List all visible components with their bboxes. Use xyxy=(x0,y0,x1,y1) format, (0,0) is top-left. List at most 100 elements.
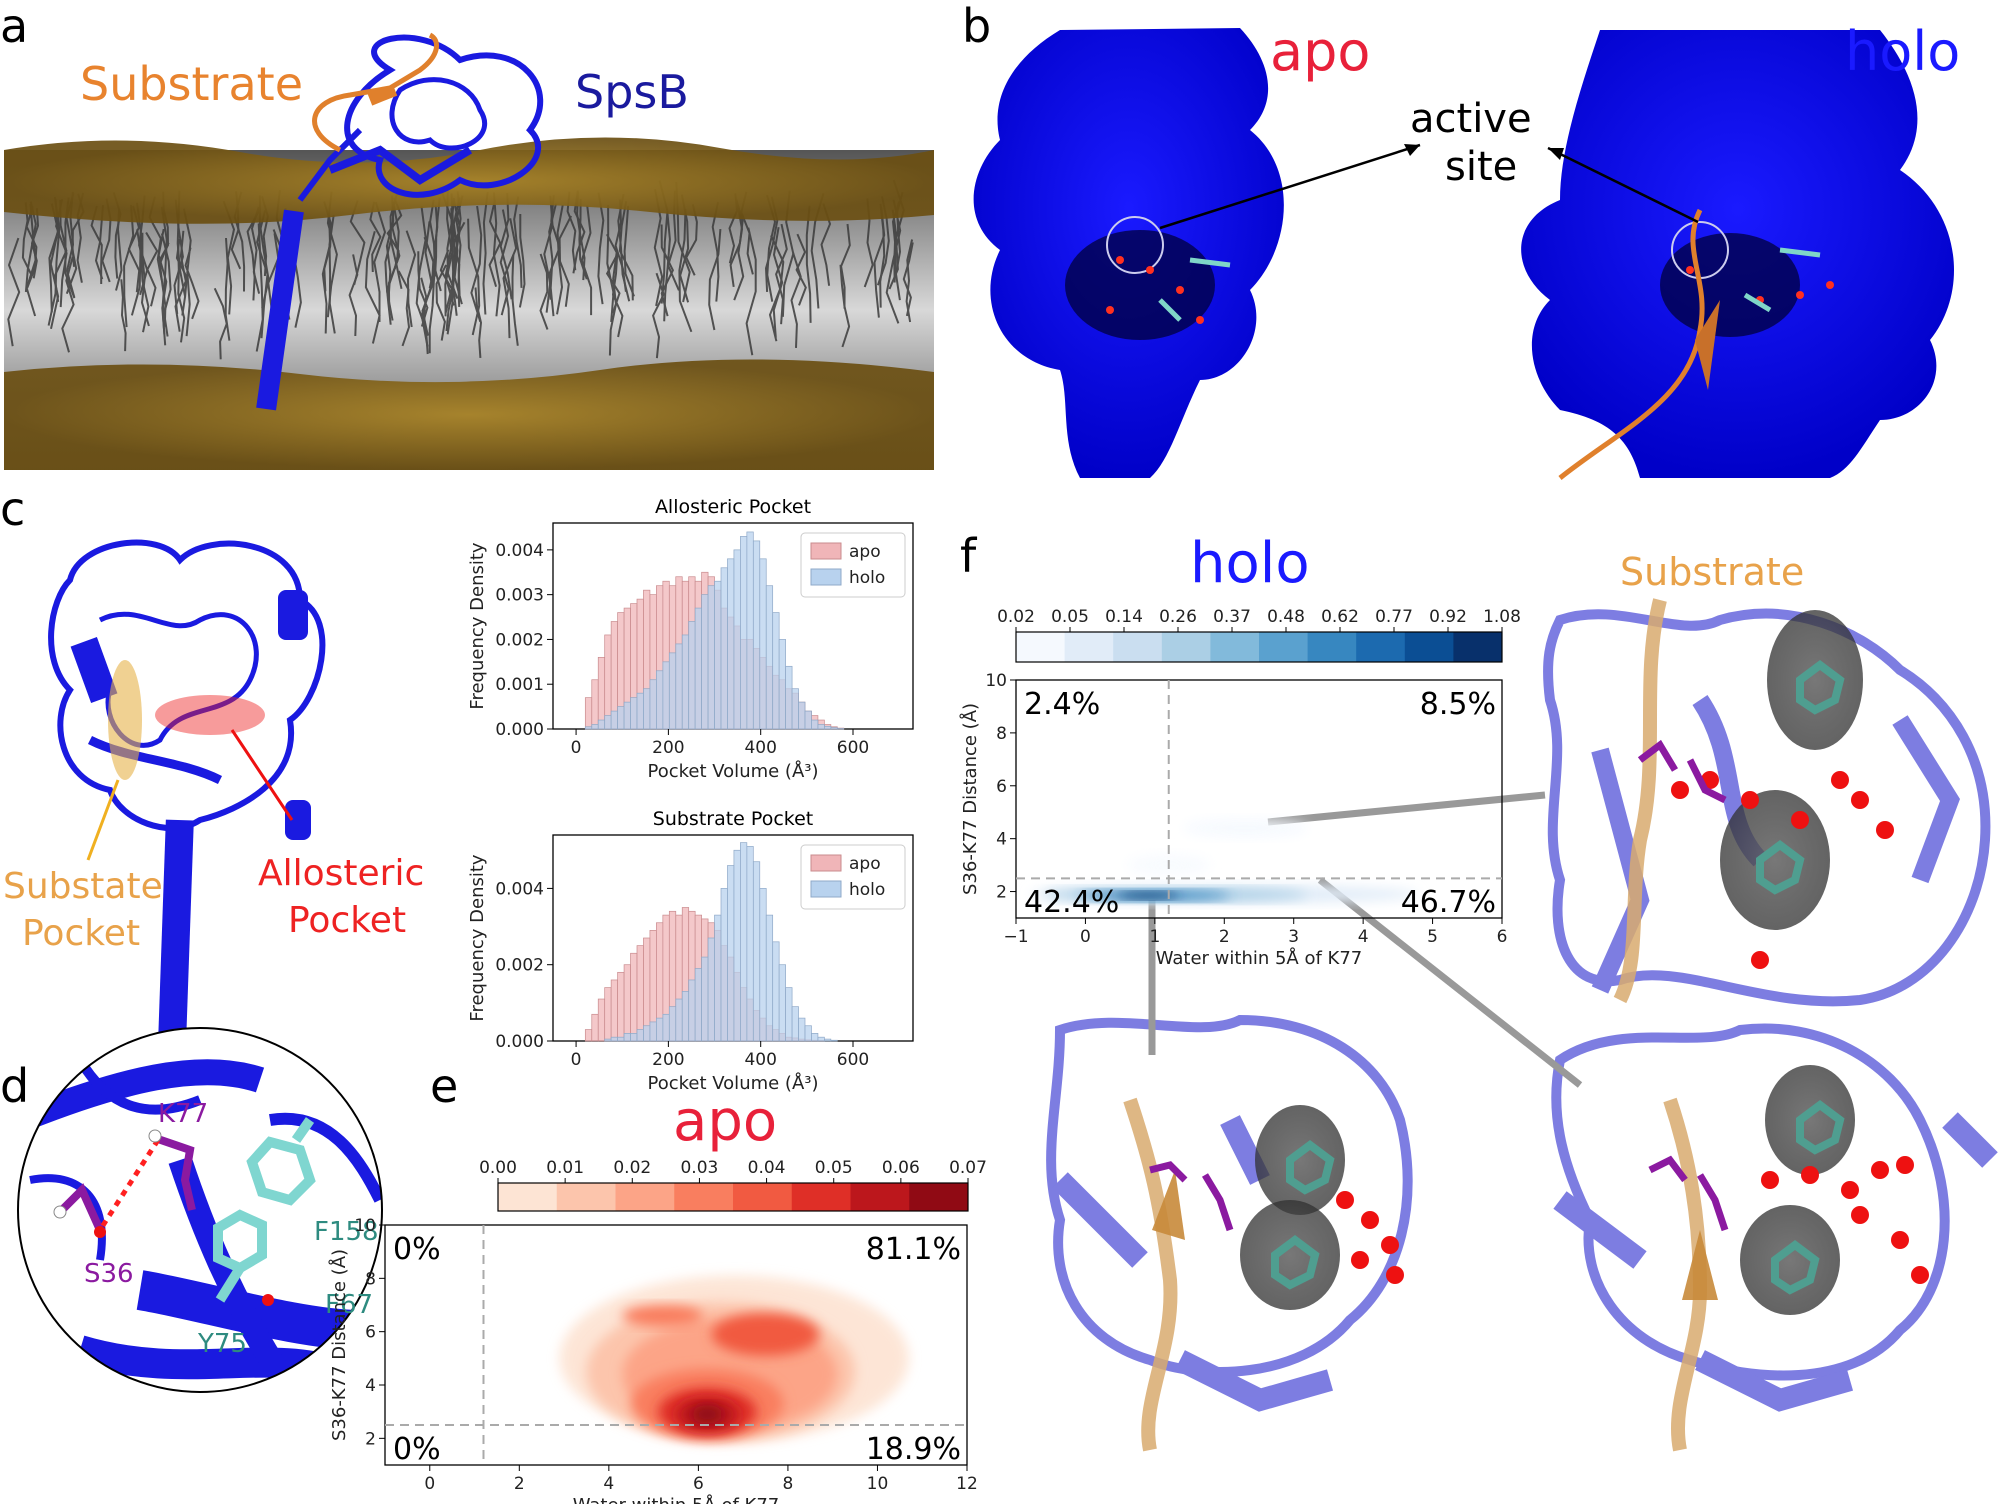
colorbar-tick-label: 0.62 xyxy=(1321,607,1359,627)
histogram-bar-holo xyxy=(747,846,753,1041)
histogram-bar-holo xyxy=(760,559,766,729)
y-tick-label: 4 xyxy=(365,1376,376,1396)
y-tick-label: 0.004 xyxy=(495,879,544,899)
colorbar-tick-label: 0.04 xyxy=(748,1158,786,1178)
x-tick-label: 10 xyxy=(867,1474,889,1494)
histogram-bar-holo xyxy=(721,888,727,1041)
holo-label: holo xyxy=(1845,20,1960,83)
apo-kde-title: apo xyxy=(673,1089,777,1154)
quadrant-bottom-right: 18.9% xyxy=(866,1432,961,1467)
histogram-bar-holo xyxy=(811,1033,817,1041)
histogram-bar-holo xyxy=(766,586,772,729)
panel-c-label: c xyxy=(0,482,25,536)
histogram-bar-holo xyxy=(740,843,746,1041)
chart-title: Substrate Pocket xyxy=(653,808,813,830)
histogram-bar-holo xyxy=(689,622,695,729)
colorbar-tick-label: 0.48 xyxy=(1267,607,1305,627)
colorbar-segment xyxy=(1113,632,1162,662)
y-axis-label: S36-K77 Distance (Å) xyxy=(328,1249,350,1441)
colorbar-segment xyxy=(1210,632,1259,662)
colorbar-tick-label: 0.05 xyxy=(1051,607,1089,627)
panel-d: d K77 S36 F158 xyxy=(0,1028,382,1392)
histogram-bar-holo xyxy=(786,666,792,729)
quadrant-bottom-left: 42.4% xyxy=(1024,885,1119,920)
colorbar-segment xyxy=(1016,632,1065,662)
y-tick-label: 2 xyxy=(996,883,1007,903)
legend-label-holo: holo xyxy=(849,568,885,588)
y-tick-label: 2 xyxy=(365,1429,376,1449)
colorbar-tick-label: 0.77 xyxy=(1375,607,1413,627)
colorbar-segment xyxy=(851,1183,910,1211)
quadrant-bottom-left: 0% xyxy=(393,1432,441,1467)
histogram-bar-holo xyxy=(637,693,643,729)
histogram-bar-apo xyxy=(637,946,643,1041)
histogram-bar-holo xyxy=(760,888,766,1041)
panel-d-label: d xyxy=(0,1059,29,1113)
panel-e-label: e xyxy=(430,1059,458,1113)
x-tick-label: 6 xyxy=(1497,927,1508,947)
histogram-bar-holo xyxy=(753,862,759,1041)
histogram-bar-holo xyxy=(702,595,708,729)
x-tick-label: 5 xyxy=(1427,927,1438,947)
pocket-structure-image xyxy=(51,543,322,1041)
histogram-bar-holo xyxy=(779,639,785,729)
histogram-bar-apo xyxy=(631,953,637,1041)
panel-c: c Substate Pocket Allosteric Pocket xyxy=(0,482,424,1040)
histogram-bar-holo xyxy=(811,720,817,729)
histogram-bar-holo xyxy=(779,965,785,1041)
y-tick-label: 0.002 xyxy=(495,630,544,650)
y-tick-label: 8 xyxy=(996,724,1007,744)
histogram-bar-apo xyxy=(598,657,604,729)
colorbar-segment xyxy=(557,1183,616,1211)
histogram-bar-holo xyxy=(605,716,611,729)
histogram-bar-holo xyxy=(702,957,708,1041)
histogram-bar-holo xyxy=(727,559,733,729)
colorbar-segment xyxy=(1308,632,1357,662)
histogram-bar-holo xyxy=(695,608,701,729)
colorbar-segment xyxy=(1259,632,1308,662)
holo-surface-image xyxy=(1521,30,1954,478)
x-tick-label: 600 xyxy=(837,738,869,758)
allosteric-pocket-label-line1: Allosteric xyxy=(258,853,424,894)
x-tick-label: 0 xyxy=(1080,927,1091,947)
histogram-bar-holo xyxy=(831,1040,837,1041)
histogram-bar-apo xyxy=(592,1014,598,1041)
x-tick-label: 4 xyxy=(1358,927,1369,947)
histogram-bar-holo xyxy=(611,711,617,729)
y-tick-label: 6 xyxy=(996,777,1007,797)
quadrant-top-left: 2.4% xyxy=(1024,687,1100,722)
x-tick-label: 0 xyxy=(571,1050,582,1070)
apo-label: apo xyxy=(1270,20,1370,83)
histogram-bar-holo xyxy=(682,991,688,1041)
histogram-bar-holo xyxy=(656,671,662,729)
histogram-bar-holo xyxy=(708,586,714,729)
histogram-bar-holo xyxy=(650,1022,656,1041)
active-site-label-line1: active xyxy=(1410,96,1532,142)
substrate-pocket-label-line2: Pocket xyxy=(22,913,140,954)
density-layer xyxy=(560,1276,909,1441)
colorbar-segment xyxy=(909,1183,968,1211)
legend-swatch-apo xyxy=(811,855,841,871)
x-tick-label: 6 xyxy=(693,1474,704,1494)
histogram-bar-holo xyxy=(592,725,598,729)
spsb-label: SpsB xyxy=(575,65,689,119)
x-tick-label: 12 xyxy=(956,1474,978,1494)
y-axis-label: Frequency Density xyxy=(467,542,488,709)
histogram-bar-holo xyxy=(773,942,779,1041)
colorbar-segment xyxy=(1162,632,1211,662)
histogram-bar-holo xyxy=(585,727,591,729)
x-tick-label: 2 xyxy=(514,1474,525,1494)
colorbar-tick-label: 0.37 xyxy=(1213,607,1251,627)
substrate-pocket-label-line1: Substate xyxy=(3,866,163,907)
panel-a: a Substrate SpsB xyxy=(0,0,934,470)
x-tick-label: 2 xyxy=(1219,927,1230,947)
colorbar-tick-label: 1.08 xyxy=(1483,607,1521,627)
y-tick-label: 6 xyxy=(365,1323,376,1343)
colorbar-tick-label: 0.26 xyxy=(1159,607,1197,627)
histogram-bar-holo xyxy=(643,1026,649,1041)
